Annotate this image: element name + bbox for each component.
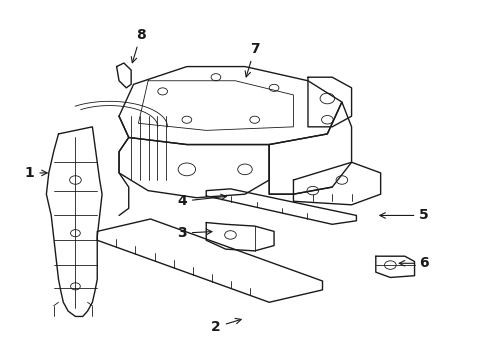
Text: 8: 8	[131, 28, 146, 63]
Text: 4: 4	[177, 194, 226, 208]
Text: 1: 1	[24, 166, 47, 180]
Text: 2: 2	[211, 318, 241, 334]
Text: 7: 7	[245, 42, 260, 77]
Text: 5: 5	[380, 208, 429, 222]
Text: 6: 6	[399, 256, 429, 270]
Text: 3: 3	[177, 226, 212, 240]
